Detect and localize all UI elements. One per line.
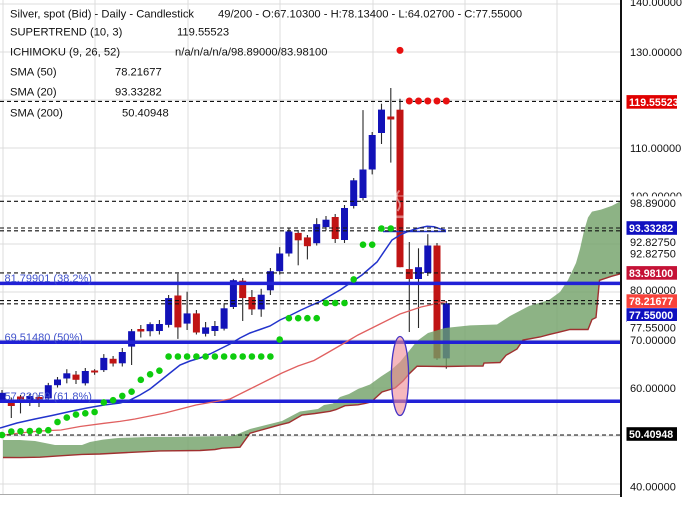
svg-text:93.33282: 93.33282	[629, 223, 673, 235]
svg-text:69.51480 (50%): 69.51480 (50%)	[5, 332, 83, 344]
svg-text:n/a/n/a/n/a/98.89000/83.98100: n/a/n/a/n/a/98.89000/83.98100	[175, 47, 327, 59]
svg-text:49/200 - O:67.10300 - H:78.134: 49/200 - O:67.10300 - H:78.13400 - L:64.…	[218, 9, 522, 21]
svg-text:ICHIMOKU (9, 26, 52): ICHIMOKU (9, 26, 52)	[10, 47, 120, 59]
svg-text:50.40948: 50.40948	[122, 108, 169, 120]
svg-text:92.82750: 92.82750	[630, 237, 676, 249]
svg-text:Silver, spot (Bid) - Daily - C: Silver, spot (Bid) - Daily - Candlestick	[10, 9, 194, 21]
svg-text:57.23059 (61.8%): 57.23059 (61.8%)	[5, 391, 92, 403]
svg-text:80.00000: 80.00000	[630, 285, 676, 297]
svg-text:119.55523: 119.55523	[177, 27, 229, 39]
svg-text:50.40948: 50.40948	[629, 429, 673, 441]
svg-text:SMA (200): SMA (200)	[10, 108, 63, 120]
svg-text:93.33282: 93.33282	[115, 87, 162, 99]
svg-text:77.55000: 77.55000	[630, 323, 676, 335]
svg-text:83.98100: 83.98100	[629, 268, 673, 280]
svg-text:98.89000: 98.89000	[630, 198, 676, 210]
svg-text:70.00000: 70.00000	[630, 335, 676, 347]
svg-text:130.00000: 130.00000	[630, 47, 682, 59]
svg-text:77.55000: 77.55000	[629, 310, 673, 322]
svg-text:78.21677: 78.21677	[629, 296, 673, 308]
svg-text:110.00000: 110.00000	[630, 143, 681, 155]
svg-text:78.21677: 78.21677	[115, 67, 162, 79]
svg-text:SUPERTREND (10, 3): SUPERTREND (10, 3)	[10, 27, 123, 39]
svg-text:92.82750: 92.82750	[630, 249, 676, 261]
svg-text:40.00000: 40.00000	[630, 482, 676, 494]
svg-text:81.79901 (38.2%): 81.79901 (38.2%)	[5, 273, 92, 285]
svg-text:119.55523: 119.55523	[629, 97, 679, 109]
svg-text:SMA (50): SMA (50)	[10, 67, 57, 79]
svg-text:SMA (20): SMA (20)	[10, 87, 57, 99]
svg-text:60.00000: 60.00000	[630, 383, 676, 395]
svg-text:140.00000: 140.00000	[630, 0, 682, 9]
